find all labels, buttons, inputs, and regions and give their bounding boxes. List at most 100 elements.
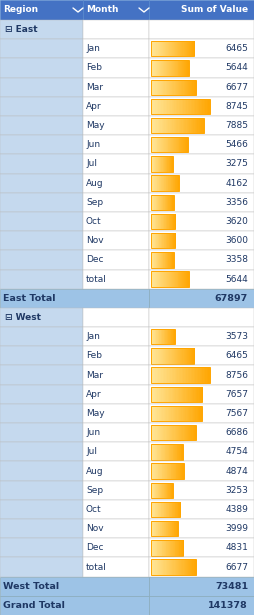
Bar: [168, 406, 169, 421]
Bar: [154, 559, 156, 574]
Bar: [151, 98, 153, 114]
Bar: [187, 387, 189, 402]
Bar: [171, 271, 172, 287]
Bar: [160, 483, 161, 498]
Bar: [173, 444, 175, 459]
Bar: [155, 502, 156, 517]
Bar: [83, 135, 149, 154]
Bar: [158, 502, 160, 517]
Bar: [155, 252, 156, 268]
Bar: [181, 559, 183, 574]
Bar: [181, 444, 183, 459]
Bar: [170, 252, 171, 268]
Bar: [180, 444, 181, 459]
Bar: [176, 521, 177, 536]
Bar: [167, 463, 168, 478]
Bar: [176, 175, 177, 191]
Bar: [179, 463, 180, 478]
Bar: [166, 329, 167, 344]
Bar: [189, 387, 191, 402]
Bar: [186, 41, 187, 57]
Bar: [157, 137, 159, 153]
Bar: [186, 79, 187, 95]
Bar: [152, 425, 154, 440]
Bar: [171, 233, 173, 248]
Bar: [174, 425, 176, 440]
Bar: [0, 346, 83, 365]
Bar: [153, 329, 154, 344]
Bar: [83, 423, 149, 442]
Bar: [83, 384, 149, 404]
Bar: [161, 348, 162, 363]
Bar: [149, 557, 254, 577]
Bar: [173, 233, 174, 248]
Bar: [161, 367, 163, 383]
Bar: [173, 406, 174, 421]
Bar: [169, 214, 170, 229]
Bar: [191, 118, 193, 133]
Bar: [155, 559, 157, 574]
Bar: [151, 444, 152, 459]
Bar: [177, 444, 179, 459]
Bar: [162, 79, 164, 95]
Bar: [163, 348, 165, 363]
Bar: [166, 233, 167, 248]
Bar: [155, 118, 157, 133]
Bar: [171, 329, 172, 344]
Bar: [155, 348, 157, 363]
Text: Jun: Jun: [86, 428, 100, 437]
Bar: [178, 118, 179, 133]
Bar: [154, 41, 156, 57]
Bar: [83, 192, 149, 212]
Bar: [169, 502, 171, 517]
Text: Sep: Sep: [86, 486, 103, 494]
Bar: [163, 444, 164, 459]
Bar: [151, 387, 153, 402]
Bar: [189, 367, 191, 383]
Bar: [176, 463, 178, 478]
Bar: [190, 79, 192, 95]
Bar: [161, 271, 162, 287]
Bar: [180, 425, 182, 440]
Bar: [165, 41, 167, 57]
Text: Feb: Feb: [86, 63, 102, 73]
Bar: [174, 60, 175, 76]
Bar: [187, 137, 188, 153]
Bar: [156, 195, 157, 210]
Bar: [176, 502, 177, 517]
Bar: [171, 175, 172, 191]
Bar: [202, 98, 204, 114]
Bar: [178, 540, 179, 555]
Bar: [180, 98, 182, 114]
Bar: [176, 463, 177, 478]
Text: May: May: [86, 409, 105, 418]
Bar: [158, 271, 159, 287]
Bar: [0, 58, 83, 77]
Bar: [164, 214, 165, 229]
Bar: [199, 118, 200, 133]
Bar: [188, 98, 190, 114]
Bar: [171, 98, 173, 114]
Bar: [178, 41, 180, 57]
Bar: [174, 79, 176, 95]
Bar: [191, 367, 193, 383]
Bar: [163, 252, 165, 268]
Bar: [167, 502, 168, 517]
Text: Grand Total: Grand Total: [3, 601, 65, 610]
Bar: [185, 98, 187, 114]
Bar: [170, 425, 172, 440]
Text: 67897: 67897: [215, 294, 248, 303]
Bar: [166, 367, 168, 383]
Bar: [83, 481, 149, 500]
Bar: [168, 444, 169, 459]
Bar: [156, 214, 157, 229]
Bar: [155, 521, 156, 536]
Bar: [170, 540, 172, 555]
Bar: [167, 271, 169, 287]
Bar: [165, 463, 166, 478]
Bar: [177, 521, 178, 536]
Bar: [83, 519, 149, 538]
Bar: [188, 425, 190, 440]
Text: 3620: 3620: [225, 217, 248, 226]
Bar: [162, 60, 163, 76]
